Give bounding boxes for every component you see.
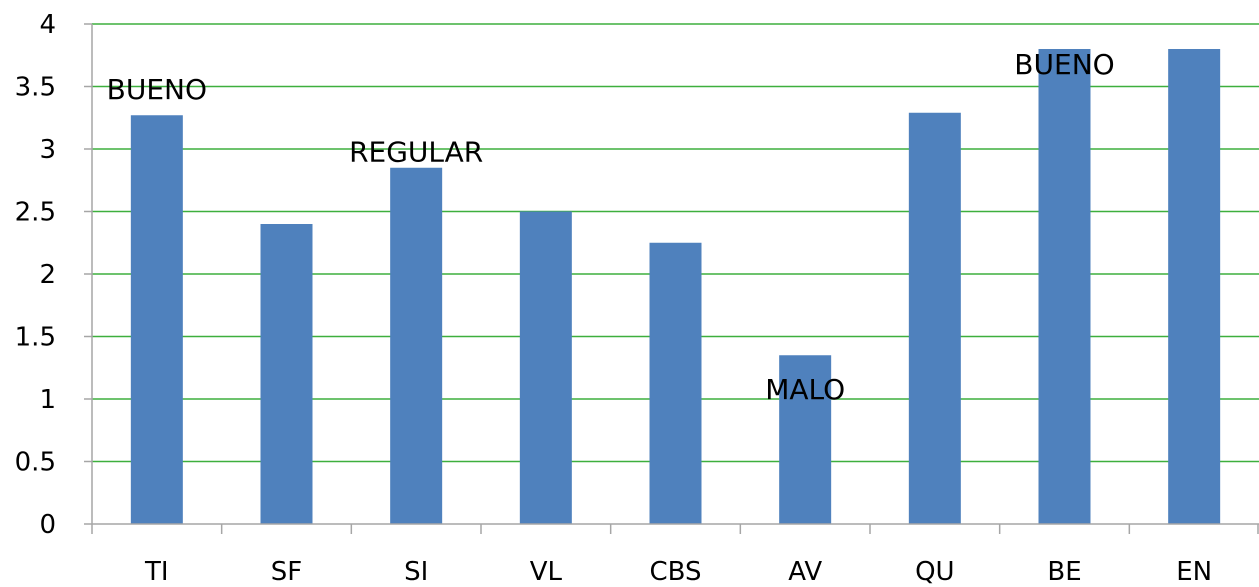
bar-vl	[519, 211, 572, 524]
x-tick-labels: TI SF SI VL CBS AV QU BE EN	[144, 557, 1212, 587]
annotation-malo: MALO	[765, 373, 845, 406]
x-tick-label-av: AV	[788, 557, 822, 587]
y-tick-label: 0.5	[15, 448, 56, 478]
x-tick-label-vl: VL	[530, 557, 563, 587]
bars	[130, 49, 1221, 524]
bar-qu	[908, 112, 961, 524]
annotations: BUENO REGULAR MALO BUENO	[107, 48, 1115, 406]
bar-si	[390, 167, 443, 524]
axes	[84, 23, 1259, 534]
y-tick-label: 3.5	[15, 73, 56, 103]
annotation-bueno: BUENO	[1014, 48, 1114, 81]
x-tick-label-sf: SF	[271, 557, 302, 587]
y-tick-labels: 0 0.5 1 1.5 2 2.5 3 3.5 4	[15, 10, 56, 540]
x-tick-label-qu: QU	[915, 557, 955, 587]
bar-av	[779, 355, 832, 524]
x-tick-label-en: EN	[1176, 557, 1212, 587]
y-tick-label: 1	[39, 385, 56, 415]
bar-be	[1038, 49, 1091, 524]
annotation-bueno: BUENO	[107, 73, 207, 106]
bar-cbs	[649, 242, 702, 524]
y-tick-label: 0	[39, 510, 56, 540]
x-tick-label-cbs: CBS	[649, 557, 701, 587]
x-tick-label-si: SI	[404, 557, 428, 587]
y-tick-label: 2	[39, 260, 56, 290]
y-tick-label: 4	[39, 10, 56, 40]
y-tick-label: 1.5	[15, 323, 56, 353]
bar-ti	[130, 115, 183, 524]
x-tick-label-be: BE	[1047, 557, 1081, 587]
bar-sf	[260, 224, 313, 524]
bar-en	[1168, 49, 1221, 524]
y-tick-label: 2.5	[15, 198, 56, 228]
y-tick-label: 3	[39, 135, 56, 165]
annotation-regular: REGULAR	[349, 136, 483, 169]
x-tick-label-ti: TI	[144, 557, 169, 587]
